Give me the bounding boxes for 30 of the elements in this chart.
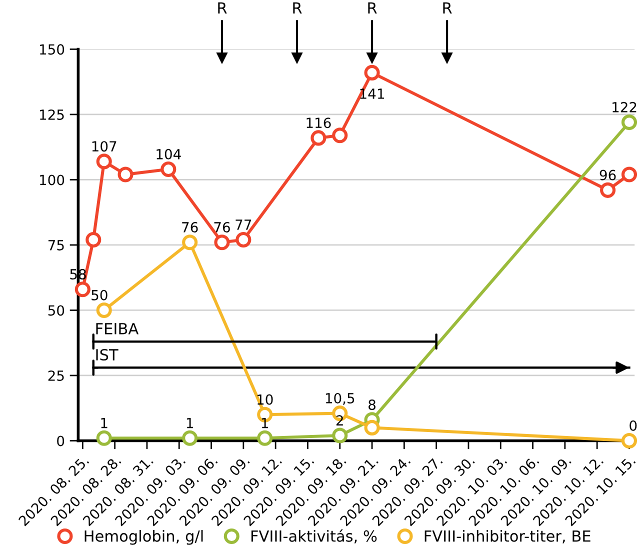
annotation: R xyxy=(368,2,377,14)
y-tick-label: 0 xyxy=(57,436,64,446)
data-label: 10,5 xyxy=(326,392,354,405)
data-label: 76 xyxy=(214,222,230,233)
data-label: 77 xyxy=(236,220,252,230)
data-label: 104 xyxy=(156,148,181,160)
data-label: 96 xyxy=(600,170,616,180)
annotation: IST xyxy=(96,348,118,361)
data-label: 1 xyxy=(186,418,193,428)
data-label: 50 xyxy=(92,290,108,300)
y-tick-label: 125 xyxy=(40,109,64,120)
data-label: 0 xyxy=(630,420,637,431)
y-tick-label: 75 xyxy=(48,240,64,250)
data-label: 76 xyxy=(182,222,198,233)
annotation: R xyxy=(293,2,302,14)
data-label: 122 xyxy=(612,102,636,112)
annotation: R xyxy=(443,2,452,14)
y-tick-label: 150 xyxy=(40,44,64,55)
y-tick-label: 50 xyxy=(48,305,64,316)
data-label: 8 xyxy=(368,399,376,410)
legend-label: Hemoglobin, g/l xyxy=(84,530,203,545)
legend-label: FVIII-inhibitor-titer, BE xyxy=(424,530,590,544)
annotation: R xyxy=(218,2,227,14)
y-tick-label: 25 xyxy=(48,370,64,381)
data-label: 1 xyxy=(101,418,108,428)
y-tick-label: 100 xyxy=(40,174,64,186)
data-label: 116 xyxy=(306,118,331,128)
legend-label: FVIII-aktivitás, % xyxy=(251,529,377,544)
data-label: 107 xyxy=(92,141,116,152)
annotation: FEIBA xyxy=(96,323,139,334)
